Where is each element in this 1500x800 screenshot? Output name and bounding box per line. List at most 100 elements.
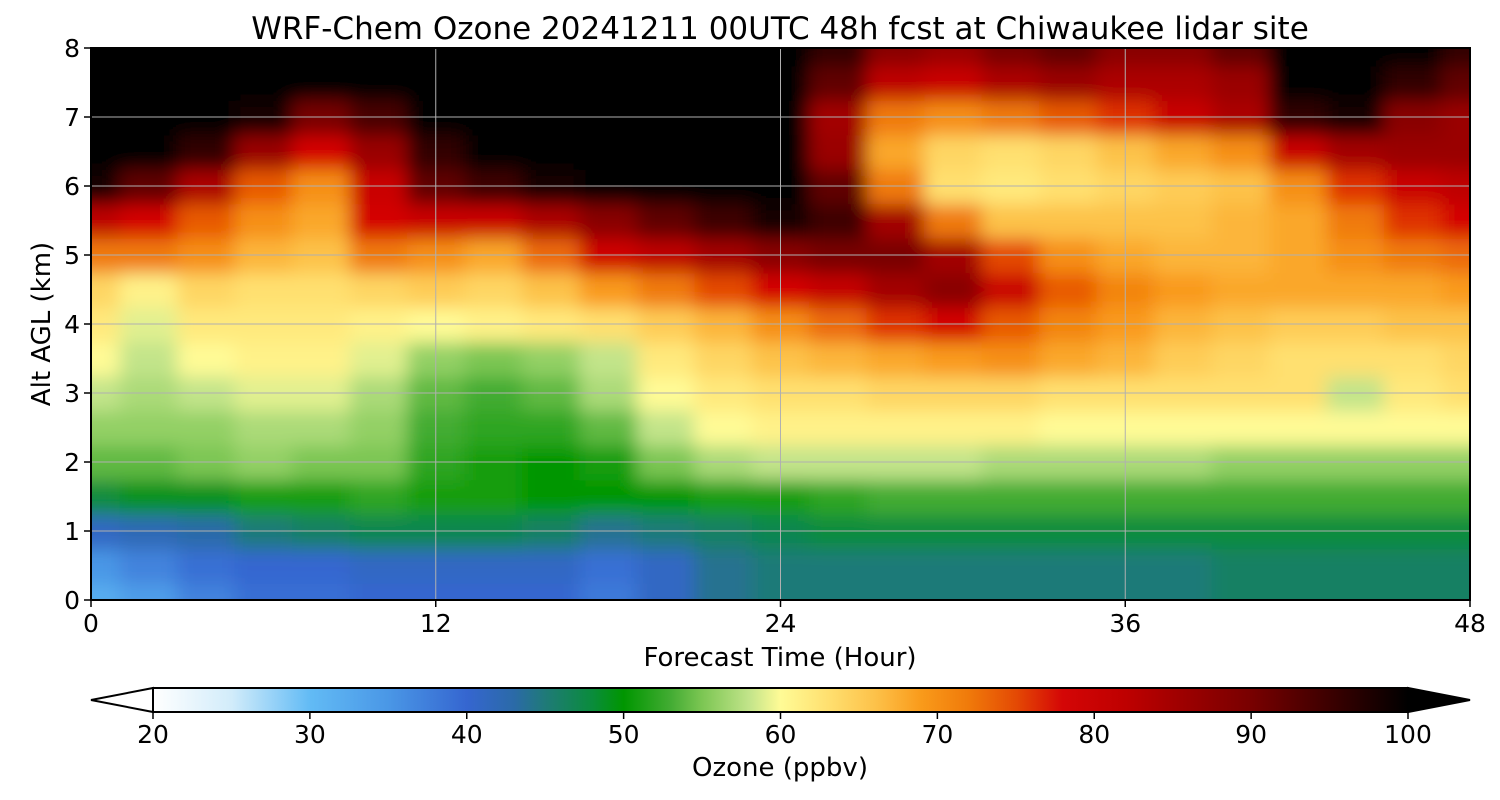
heatmap-cell [177, 375, 236, 412]
heatmap-cell [579, 341, 638, 377]
heatmap-cell [177, 513, 236, 550]
heatmap-cell [694, 341, 753, 377]
heatmap-cell [809, 306, 868, 343]
heatmap-cell [1154, 341, 1213, 377]
heatmap-cell [981, 410, 1041, 446]
heatmap-cell [464, 410, 523, 446]
heatmap-cell [91, 237, 121, 274]
heatmap-cell [1326, 168, 1385, 205]
heatmap-cell [924, 341, 983, 377]
heatmap-cell [1268, 99, 1328, 136]
heatmap-cell [1326, 272, 1385, 308]
heatmap-cell [177, 410, 236, 446]
heatmap-cell [177, 203, 236, 239]
heatmap-cell [694, 48, 753, 67]
heatmap-cell [234, 582, 294, 600]
heatmap-cell [1383, 306, 1443, 343]
heatmap-cell [119, 444, 179, 481]
heatmap-cell [464, 134, 523, 170]
heatmap-cell [1326, 375, 1385, 412]
heatmap-cell [1154, 48, 1213, 67]
heatmap-cell [521, 582, 581, 600]
colorbar-tick-label: 80 [1078, 720, 1110, 749]
heatmap-cell [751, 272, 811, 308]
heatmap-cell [1211, 341, 1270, 377]
heatmap-cell [981, 548, 1041, 584]
heatmap-cell [521, 99, 581, 136]
heatmap-cell [636, 444, 696, 481]
heatmap-cell [1326, 203, 1385, 239]
heatmap-cell [177, 65, 236, 101]
heatmap-cell [636, 168, 696, 205]
heatmap-cell [694, 548, 753, 584]
heatmap-cell [751, 410, 811, 446]
heatmap-cell [464, 341, 523, 377]
heatmap-cell [809, 341, 868, 377]
heatmap-cell [1211, 513, 1270, 550]
heatmap-cell [1383, 272, 1443, 308]
heatmap-cell [866, 582, 926, 600]
heatmap-cell [1441, 341, 1470, 377]
heatmap-cell [636, 582, 696, 600]
heatmap-cell [924, 479, 983, 515]
heatmap-cell [636, 48, 696, 67]
heatmap-cell [521, 410, 581, 446]
heatmap-cell [1326, 48, 1385, 67]
heatmap-cell [177, 272, 236, 308]
heatmap-cell [1211, 306, 1270, 343]
heatmap-cell [521, 306, 581, 343]
heatmap-cell [1154, 134, 1213, 170]
heatmap-cell [809, 134, 868, 170]
heatmap-cell [464, 444, 523, 481]
heatmap-cell [1039, 513, 1098, 550]
heatmap-cell [234, 272, 294, 308]
heatmap-cell [636, 134, 696, 170]
heatmap-cell [292, 479, 351, 515]
heatmap-cell [809, 410, 868, 446]
heatmap-cell [349, 168, 409, 205]
heatmap-cell [1039, 237, 1098, 274]
heatmap-cell [1154, 375, 1213, 412]
colorbar-tick-label: 100 [1384, 720, 1432, 749]
heatmap-cell [1211, 237, 1270, 274]
heatmap-cell [924, 168, 983, 205]
heatmap-cell [91, 582, 121, 600]
heatmap-cell [1154, 444, 1213, 481]
heatmap-cell [1268, 548, 1328, 584]
heatmap-cell [924, 65, 983, 101]
heatmap-cell [636, 341, 696, 377]
heatmap-cell [579, 444, 638, 481]
heatmap-cell [1039, 582, 1098, 600]
heatmap-cell [1383, 203, 1443, 239]
heatmap-cell [579, 203, 638, 239]
heatmap-cell [1383, 99, 1443, 136]
heatmap-cell [1039, 444, 1098, 481]
heatmap-cell [1211, 48, 1270, 67]
heatmap-cell [91, 203, 121, 239]
heatmap-cell [1441, 410, 1470, 446]
heatmap-cell [636, 272, 696, 308]
heatmap-cell [636, 237, 696, 274]
heatmap-cell [981, 99, 1041, 136]
heatmap-cell [1039, 341, 1098, 377]
colorbar-tick-label: 60 [765, 720, 797, 749]
heatmap-cell [1154, 410, 1213, 446]
heatmap-cell [809, 203, 868, 239]
heatmap-cell [1441, 306, 1470, 343]
heatmap-cell [177, 237, 236, 274]
heatmap-cell [924, 237, 983, 274]
heatmap-cell [1268, 65, 1328, 101]
heatmap-cell [694, 410, 753, 446]
heatmap-cell [521, 48, 581, 67]
y-tick-label: 2 [64, 448, 80, 477]
heatmap-cell [292, 410, 351, 446]
heatmap-cell [579, 168, 638, 205]
heatmap-cell [349, 479, 409, 515]
heatmap-cell [1211, 582, 1270, 600]
heatmap-cell [924, 272, 983, 308]
heatmap-cell [464, 375, 523, 412]
heatmap-cell [91, 168, 121, 205]
y-tick-label: 6 [64, 172, 80, 201]
heatmap-cell [349, 410, 409, 446]
